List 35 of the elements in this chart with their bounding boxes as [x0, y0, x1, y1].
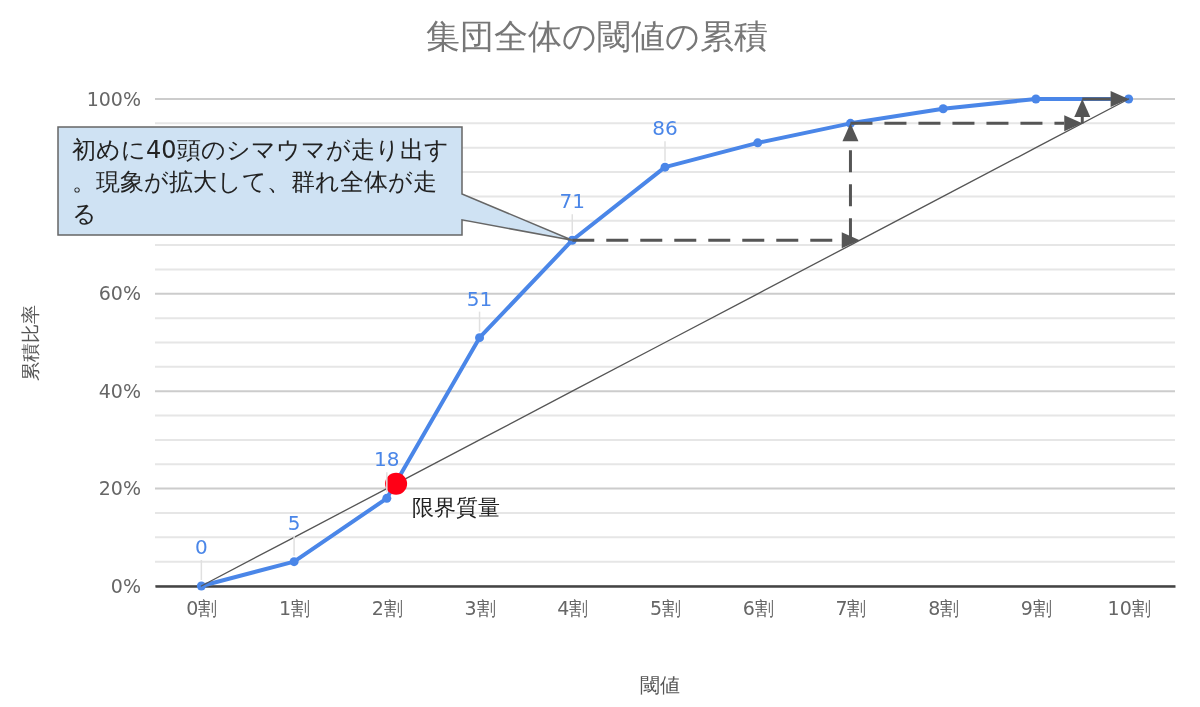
x-tick-label: 5割	[649, 597, 682, 620]
data-label: 51	[466, 286, 493, 311]
point	[753, 138, 763, 148]
x-tick-label: 8割	[928, 597, 960, 620]
point	[660, 162, 670, 172]
point	[938, 104, 948, 114]
annotation: 限界質量	[412, 494, 501, 520]
point	[1031, 94, 1041, 104]
data-label: 5	[287, 510, 301, 535]
annotation: 初めに40頭のシマウマが走り出す。現象が拡大して、群れ全体が走る	[72, 136, 449, 228]
y-axis-title: 累積比率	[19, 304, 41, 381]
point	[289, 557, 299, 567]
x-tick-label: 0割	[186, 597, 218, 620]
x-tick-label: 3割	[464, 597, 496, 620]
y-tick-label: 40%	[98, 379, 141, 402]
x-tick-label: 6割	[742, 597, 774, 620]
x-axis-title: 閾値	[640, 673, 680, 697]
chart-title: 集団全体の閾値の累積	[426, 16, 768, 56]
y-tick-label: 100%	[86, 87, 141, 110]
x-tick-label: 2割	[371, 597, 403, 620]
y-tick-label: 60%	[98, 282, 141, 305]
data-label: 86	[652, 116, 678, 141]
data-label: 71	[559, 189, 585, 214]
x-tick-label: 10割	[1107, 597, 1151, 620]
point	[385, 472, 408, 495]
x-tick-label: 4割	[557, 597, 589, 620]
data-label: 0	[195, 535, 208, 559]
x-tick-label: 7割	[835, 597, 867, 620]
point	[382, 493, 392, 503]
y-tick-label: 0%	[110, 574, 141, 597]
y-tick-label: 20%	[98, 477, 141, 500]
x-tick-label: 1割	[279, 597, 311, 620]
data-label: 18	[374, 447, 400, 472]
point	[475, 333, 485, 343]
x-tick-label: 9割	[1020, 597, 1052, 620]
